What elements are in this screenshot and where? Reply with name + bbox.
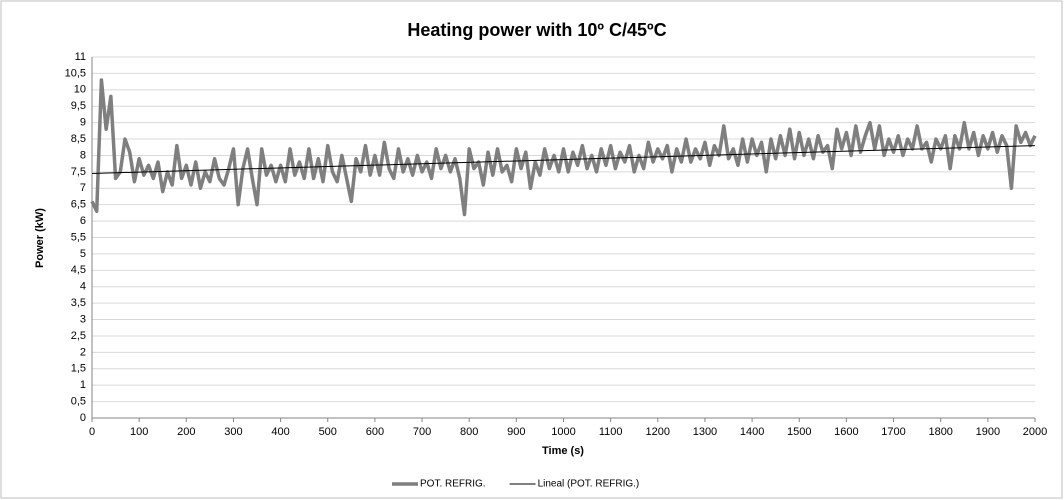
y-tick-label: 10 — [74, 84, 86, 96]
x-tick-label: 1000 — [551, 426, 575, 438]
y-tick-label: 10,5 — [65, 67, 86, 79]
y-tick-label: 0,5 — [71, 395, 86, 407]
y-tick-label: 2 — [80, 346, 86, 358]
x-tick-label: 700 — [413, 426, 431, 438]
x-tick-label: 500 — [319, 426, 337, 438]
y-tick-label: 7,5 — [71, 166, 86, 178]
x-tick-label: 400 — [271, 426, 289, 438]
x-tick-label: 0 — [89, 426, 95, 438]
y-tick-label: 5,5 — [71, 231, 86, 243]
x-tick-label: 300 — [224, 426, 242, 438]
x-tick-label: 1800 — [928, 426, 952, 438]
y-tick-label: 3,5 — [71, 297, 86, 309]
y-axis-label: Power (kW) — [34, 208, 46, 268]
legend-label: Lineal (POT. REFRIG.) — [538, 479, 640, 490]
y-tick-label: 0 — [80, 412, 86, 424]
y-tick-label: 1,5 — [71, 363, 86, 375]
x-tick-label: 1100 — [599, 426, 623, 438]
x-tick-label: 100 — [130, 426, 148, 438]
y-tick-label: 2,5 — [71, 330, 86, 342]
x-tick-label: 600 — [366, 426, 384, 438]
y-tick-label: 4,5 — [71, 264, 86, 276]
x-tick-label: 800 — [460, 426, 478, 438]
x-tick-label: 1400 — [740, 426, 764, 438]
x-tick-label: 1200 — [646, 426, 670, 438]
trend-line — [91, 145, 1036, 174]
y-tick-label: 7 — [80, 182, 86, 194]
y-tick-label: 3 — [80, 313, 86, 325]
y-tick-label: 1 — [80, 379, 86, 391]
x-axis-label: Time (s) — [542, 445, 584, 457]
y-tick-label: 5 — [80, 248, 86, 260]
x-tick-label: 2000 — [1023, 426, 1047, 438]
y-tick-label: 6 — [80, 215, 86, 227]
x-tick-label: 1700 — [881, 426, 905, 438]
x-tick-label: 1500 — [787, 426, 811, 438]
x-tick-label: 1900 — [976, 426, 1000, 438]
data-line — [90, 78, 1037, 217]
y-tick-label: 6,5 — [71, 199, 86, 211]
x-tick-label: 200 — [177, 426, 195, 438]
legend-label: POT. REFRIG. — [420, 479, 486, 490]
y-tick-label: 8 — [80, 149, 86, 161]
y-tick-label: 4 — [80, 281, 86, 293]
y-tick-label: 11 — [75, 51, 86, 63]
x-tick-label: 1300 — [693, 426, 717, 438]
x-tick-label: 900 — [507, 426, 525, 438]
y-tick-label: 8,5 — [71, 133, 86, 145]
y-tick-label: 9,5 — [71, 100, 86, 112]
x-tick-label: 1600 — [834, 426, 858, 438]
chart-title: Heating power with 10º C/45ºC — [407, 20, 666, 40]
y-tick-label: 9 — [80, 117, 86, 129]
